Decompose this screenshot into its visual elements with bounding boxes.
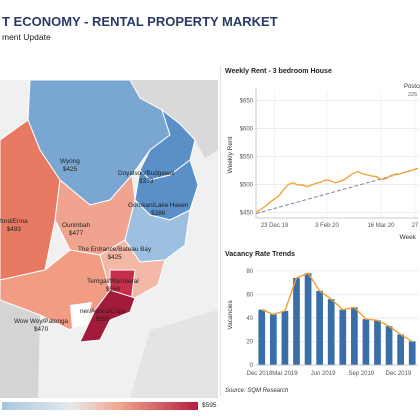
color-legend-max: $595 bbox=[202, 402, 217, 409]
vacancy-x-tick: Mar 2019 bbox=[272, 371, 298, 377]
weekly-rent-x-tick: 23 Dec 19 bbox=[261, 223, 289, 229]
panel-divider bbox=[220, 66, 221, 396]
vacancy-bar bbox=[385, 326, 393, 365]
vacancy-bar bbox=[327, 299, 335, 365]
weekly-rent-y-label: Weekly Rent bbox=[227, 136, 234, 173]
rental-map[interactable] bbox=[0, 80, 218, 398]
weekly-rent-x-tick: 27 bbox=[412, 223, 419, 229]
weekly-rent-y-tick: $650 bbox=[240, 98, 254, 104]
weekly-rent-y-tick: $550 bbox=[240, 154, 254, 160]
page-subtitle: ment Update bbox=[2, 32, 51, 42]
map-label-avoca-copacabana: ner/Avoca/Copa $595 bbox=[80, 308, 126, 323]
vacancy-bar bbox=[281, 310, 289, 365]
vacancy-line bbox=[261, 272, 413, 343]
region-avoca-copacabana[interactable] bbox=[79, 289, 136, 343]
vacancy-bar bbox=[374, 320, 381, 365]
terrain-south bbox=[0, 300, 40, 398]
map-label-ourimbah: Ourimbah $477 bbox=[62, 222, 91, 237]
weekly-rent-y-tick: $600 bbox=[240, 126, 254, 132]
vacancy-bar bbox=[258, 309, 266, 365]
map-label-gorokan-lake-haven: Gorokan/Lake Haven $386 bbox=[128, 202, 189, 217]
vacancy-bar bbox=[362, 319, 370, 365]
vacancy-bar bbox=[270, 314, 277, 365]
vacancy-bar bbox=[316, 290, 323, 365]
weekly-rent-trend-line bbox=[255, 168, 419, 215]
vacancy-x-tick: Dec 2018 bbox=[247, 371, 273, 377]
weekly-rent-series-line bbox=[255, 167, 419, 213]
vacancy-bar bbox=[339, 309, 347, 365]
terrain-sea bbox=[130, 310, 218, 398]
color-legend-bar bbox=[2, 402, 198, 410]
page-title: T ECONOMY - RENTAL PROPERTY MARKET bbox=[2, 14, 278, 29]
weekly-rent-chart[interactable]: $450 $500 $550 $600 $650 23 Dec 19 3 Feb 20 16 … bbox=[222, 78, 420, 244]
lake-inlet bbox=[70, 302, 92, 328]
vacancy-title: Vacancy Rate Trends bbox=[225, 251, 296, 258]
vacancy-y-tick: 40 bbox=[246, 316, 253, 322]
vacancy-y-tick: 80 bbox=[246, 269, 253, 275]
vacancy-bar bbox=[304, 273, 312, 365]
weekly-rent-y-tick: $450 bbox=[240, 210, 254, 216]
vacancy-chart[interactable]: 0 20 40 60 80 Vacancies Dec 2018 Mar 2019 Jun 20… bbox=[222, 259, 420, 387]
weekly-rent-x-label: Week bbox=[400, 234, 417, 241]
weekly-rent-annotation-value: 225 bbox=[408, 92, 417, 98]
vacancy-bar bbox=[293, 277, 300, 365]
weekly-rent-title: Weekly Rent - 3 bedroom House bbox=[225, 68, 332, 75]
vacancy-x-tick: Sep 2019 bbox=[348, 371, 374, 377]
source-note: Source: SQM Research bbox=[225, 388, 289, 394]
map-label-wyong: Wyong $425 bbox=[60, 158, 80, 173]
weekly-rent-annotation-label: Postco bbox=[404, 84, 420, 90]
map-label-woy-woy-patonga: Wow Woy/Patonga $470 bbox=[14, 318, 69, 333]
vacancy-y-tick: 0 bbox=[250, 363, 254, 369]
map-label-doyalson-budgewoi: Doyalson/Budgewoi $373 bbox=[118, 170, 175, 185]
vacancy-x-tick: Dec 2019 bbox=[385, 371, 411, 377]
map-label-entrance-bateau-bay: The Entrance/Bateau Bay $425 bbox=[78, 246, 152, 261]
vacancy-bar bbox=[351, 307, 358, 365]
vacancy-y-tick: 60 bbox=[246, 292, 253, 298]
weekly-rent-x-tick: 3 Feb 20 bbox=[315, 223, 339, 229]
weekly-rent-y-tick: $500 bbox=[240, 182, 254, 188]
map-label-terrigal-wamberal: Terrigal/Wamberal $568 bbox=[87, 278, 139, 293]
weekly-rent-x-tick: 16 Mar 20 bbox=[367, 223, 395, 229]
vacancy-y-label: Vacancies bbox=[227, 300, 234, 330]
vacancy-bar bbox=[397, 334, 404, 365]
map-label-gosford-erina: ford/Erina $493 bbox=[0, 218, 28, 233]
vacancy-x-tick: Jun 2019 bbox=[311, 371, 336, 377]
vacancy-y-tick: 20 bbox=[246, 339, 253, 345]
vacancy-bar bbox=[408, 341, 416, 365]
